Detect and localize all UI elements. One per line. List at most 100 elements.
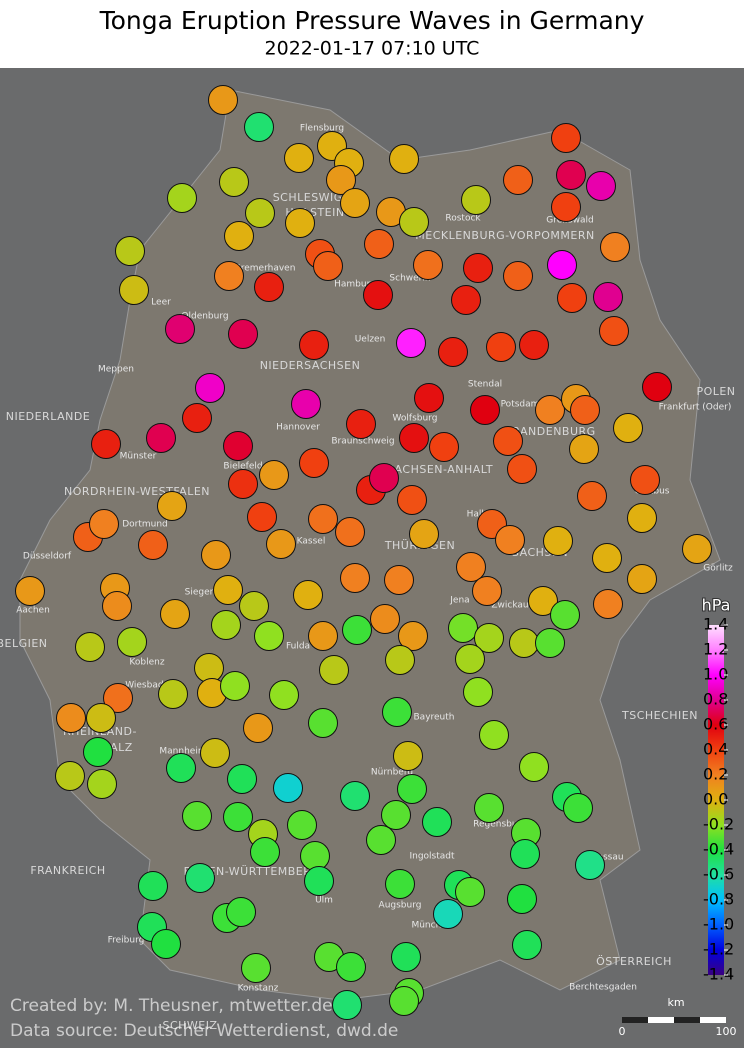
- place-label: Augsburg: [379, 901, 422, 911]
- station: [15, 576, 45, 606]
- station: [299, 448, 329, 478]
- station: [472, 576, 502, 606]
- station: [346, 409, 376, 439]
- station: [599, 316, 629, 346]
- colorbar-tick-label: 0.2: [703, 765, 728, 784]
- station: [340, 563, 370, 593]
- station: [285, 208, 315, 238]
- station: [165, 314, 195, 344]
- station: [201, 540, 231, 570]
- place-label: Schwerin: [389, 274, 430, 284]
- station: [245, 198, 275, 228]
- station: [535, 395, 565, 425]
- scale-tick-label: 0: [619, 1025, 626, 1038]
- station: [226, 897, 256, 927]
- station: [455, 877, 485, 907]
- station: [87, 769, 117, 799]
- colorbar-unit: hPa: [702, 596, 731, 615]
- station: [396, 328, 426, 358]
- place-label: SCHWEIZ: [162, 1019, 217, 1032]
- station: [284, 143, 314, 173]
- station: [451, 285, 481, 315]
- place-label: Berchtesgaden: [569, 983, 637, 993]
- place-label: TSCHECHIEN: [621, 709, 698, 722]
- title: Tonga Eruption Pressure Waves in Germany: [99, 6, 645, 35]
- place-label: Bremerhaven: [235, 264, 296, 274]
- station: [399, 423, 429, 453]
- station: [313, 251, 343, 281]
- station: [575, 850, 605, 880]
- colorbar-tick-label: -0.8: [703, 890, 734, 909]
- place-label: Hamburg: [334, 280, 376, 290]
- place-label: Wolfsburg: [393, 414, 438, 424]
- place-label: Jena: [449, 596, 469, 606]
- station: [461, 185, 491, 215]
- station: [119, 275, 149, 305]
- colorbar: [708, 625, 724, 975]
- place-label: Passau: [592, 853, 623, 863]
- station: [299, 330, 329, 360]
- station: [287, 810, 317, 840]
- place-label: BELGIEN: [0, 637, 48, 650]
- station: [369, 463, 399, 493]
- place-label: Bayreuth: [414, 713, 455, 723]
- station: [414, 383, 444, 413]
- station: [438, 337, 468, 367]
- station: [385, 869, 415, 899]
- station: [381, 800, 411, 830]
- colorbar-tick-label: -0.2: [703, 815, 734, 834]
- station: [213, 575, 243, 605]
- station: [563, 793, 593, 823]
- station: [551, 192, 581, 222]
- station: [157, 491, 187, 521]
- place-label: Fulda: [286, 642, 310, 652]
- station: [332, 990, 362, 1020]
- scale-bar: [648, 1017, 674, 1023]
- station: [493, 426, 523, 456]
- station: [214, 261, 244, 291]
- station: [682, 534, 712, 564]
- station: [269, 680, 299, 710]
- station: [86, 703, 116, 733]
- station: [243, 713, 273, 743]
- station: [613, 413, 643, 443]
- colorbar-tick-label: 1.2: [703, 640, 728, 659]
- place-label: Leer: [151, 298, 171, 308]
- station: [433, 899, 463, 929]
- place-label: Zwickau: [491, 601, 528, 611]
- station: [398, 621, 428, 651]
- colorbar-tick-label: -1.4: [703, 965, 734, 984]
- station: [519, 330, 549, 360]
- station: [409, 519, 439, 549]
- colorbar-tick-label: 0.6: [703, 715, 728, 734]
- scale-unit: km: [667, 996, 684, 1009]
- station: [510, 839, 540, 869]
- scale-bar: [700, 1017, 726, 1023]
- colorbar-tick-label: 0.0: [703, 790, 728, 809]
- station: [75, 632, 105, 662]
- station: [342, 615, 372, 645]
- station: [166, 753, 196, 783]
- station: [569, 434, 599, 464]
- place-label: Hannover: [276, 423, 320, 433]
- station: [185, 863, 215, 893]
- station: [266, 529, 296, 559]
- station: [103, 683, 133, 713]
- station: [308, 504, 338, 534]
- place-label: Oldenburg: [181, 312, 228, 322]
- place-label: SACHSEN-ANHALT: [387, 463, 493, 476]
- station: [158, 679, 188, 709]
- place-label: BADEN-WÜRTTEMBERG: [184, 865, 321, 878]
- station: [319, 655, 349, 685]
- station: [304, 866, 334, 896]
- station: [463, 253, 493, 283]
- station: [385, 645, 415, 675]
- place-label: Braunschweig: [331, 437, 394, 447]
- station: [470, 395, 500, 425]
- station: [556, 160, 586, 190]
- colorbar-tick-label: -1.0: [703, 915, 734, 934]
- station: [593, 282, 623, 312]
- place-label: Görlitz: [703, 564, 733, 574]
- station: [551, 123, 581, 153]
